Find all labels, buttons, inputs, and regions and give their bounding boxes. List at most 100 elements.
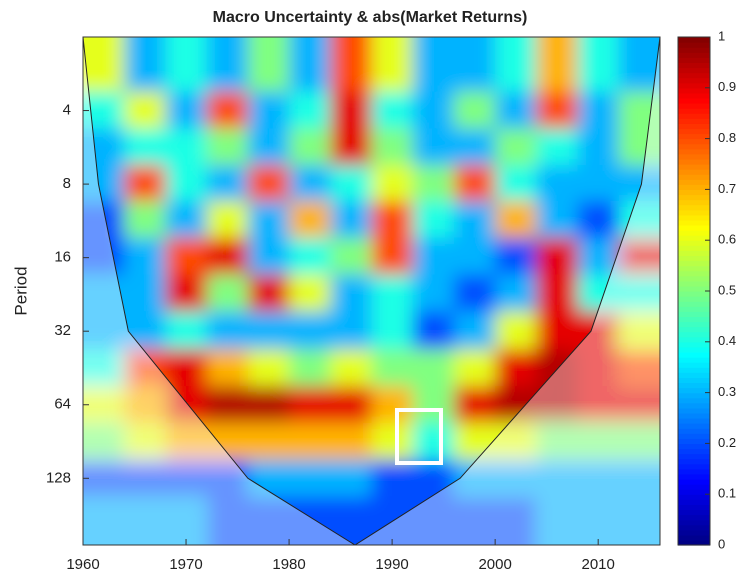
heatmap-cell (289, 128, 331, 166)
heatmap-cell (536, 386, 579, 424)
colorbar-swatch (678, 42, 710, 48)
heatmap-cell (453, 37, 496, 93)
cone-shade (83, 37, 660, 545)
heatmap-cell (371, 386, 414, 424)
heatmap-cell (495, 386, 537, 424)
colorbar-swatch (678, 448, 710, 455)
heatmap-cell (83, 91, 125, 129)
colorbar-swatch (678, 219, 710, 226)
heatmap-cell (453, 386, 496, 424)
plot-frame (82, 36, 661, 546)
colorbar-swatch (678, 255, 710, 262)
heatmap-cell (371, 237, 414, 276)
heatmap-cell (618, 459, 660, 498)
x-tick-label: 1980 (272, 556, 305, 573)
heatmap-cell (124, 91, 166, 129)
heatmap-cell (206, 386, 249, 424)
heatmap-cell (124, 37, 166, 93)
heatmap-cell (206, 37, 249, 93)
colorbar-swatch (678, 494, 710, 500)
colorbar-swatch (678, 77, 710, 84)
heatmap-cell (247, 200, 290, 239)
colorbar-swatch (678, 158, 710, 165)
colorbar-swatch (678, 443, 710, 450)
colorbar-swatch (678, 224, 710, 231)
heatmap-cell (165, 128, 208, 166)
heatmap-cell (165, 165, 208, 202)
colorbar-swatch (678, 199, 710, 206)
y-tick-label: 8 (63, 175, 71, 192)
heatmap-cell (453, 459, 496, 498)
colorbar-swatch (678, 418, 710, 424)
heatmap-cell (536, 165, 579, 202)
heatmap-cell (83, 386, 125, 424)
heatmap-cell (165, 91, 208, 129)
colorbar-swatch (678, 118, 710, 124)
colorbar-swatch (678, 62, 710, 69)
colorbar-swatch (678, 189, 710, 196)
colorbar-swatch (678, 473, 710, 480)
heatmap-cell (124, 165, 166, 202)
heatmap-cell (495, 165, 537, 202)
colorbar-swatch (678, 336, 710, 343)
heatmap-cell (289, 200, 331, 239)
heatmap-cell (330, 386, 372, 424)
colorbar-swatch (678, 504, 710, 511)
colorbar-swatch (678, 174, 710, 180)
colorbar-swatch (678, 468, 710, 475)
heatmap-cell (618, 496, 660, 545)
heatmap-cell (330, 128, 372, 166)
heatmap-cell (577, 128, 620, 166)
colorbar-swatch (678, 204, 710, 211)
colorbar-swatch (678, 372, 710, 378)
heatmap-cell (165, 422, 208, 461)
colorbar-tick-label: 1 (718, 28, 725, 43)
heatmap-cell (124, 274, 166, 312)
colorbar-swatch (678, 108, 710, 114)
colorbar-swatch (678, 296, 710, 302)
heatmap-cell (289, 91, 331, 129)
heatmap-cell (124, 128, 166, 166)
heatmap-cell (83, 200, 125, 239)
colorbar-swatch (678, 280, 710, 287)
heatmap-cell (289, 422, 331, 461)
heatmap-cell (577, 386, 620, 424)
heatmap-cell (618, 311, 660, 350)
heatmap-cell (453, 496, 496, 545)
heatmap-cell (495, 37, 537, 93)
heatmap-cell (83, 349, 125, 387)
heatmap-cell (536, 237, 579, 276)
heatmap-cell (330, 37, 372, 93)
heatmap-cell (618, 349, 660, 387)
heatmap-cell (206, 496, 249, 545)
colorbar-swatch (678, 209, 710, 216)
heatmap-cell (618, 274, 660, 312)
colorbar-tick-label: 0 (718, 536, 725, 551)
heatmap-cell (247, 349, 290, 387)
colorbar-swatch (678, 453, 710, 460)
colorbar-tick-label: 0.3 (718, 384, 736, 399)
colorbar-tick-label: 0.8 (718, 130, 736, 145)
colorbar-swatch (678, 153, 710, 160)
heatmap-cell (536, 37, 579, 93)
y-tick-label: 64 (54, 396, 71, 413)
heatmap-cell (124, 422, 166, 461)
heatmap-cell (495, 91, 537, 129)
colorbar-swatch (678, 331, 710, 338)
heatmap-cell (371, 91, 414, 129)
heatmap-cell (330, 496, 372, 545)
heatmap-cell (536, 200, 579, 239)
heatmap-cell (124, 459, 166, 498)
y-tick-label: 4 (63, 102, 71, 119)
heatmap-cell (124, 200, 166, 239)
heatmap-cell (330, 349, 372, 387)
heatmap-cell (165, 459, 208, 498)
colorbar-swatch (678, 346, 710, 353)
heatmap-cell (165, 349, 208, 387)
colorbar-swatch (678, 138, 710, 145)
colorbar-swatch (678, 179, 710, 185)
heatmap-cell (206, 200, 249, 239)
heatmap-cell (165, 386, 208, 424)
colorbar-swatch (678, 428, 710, 434)
